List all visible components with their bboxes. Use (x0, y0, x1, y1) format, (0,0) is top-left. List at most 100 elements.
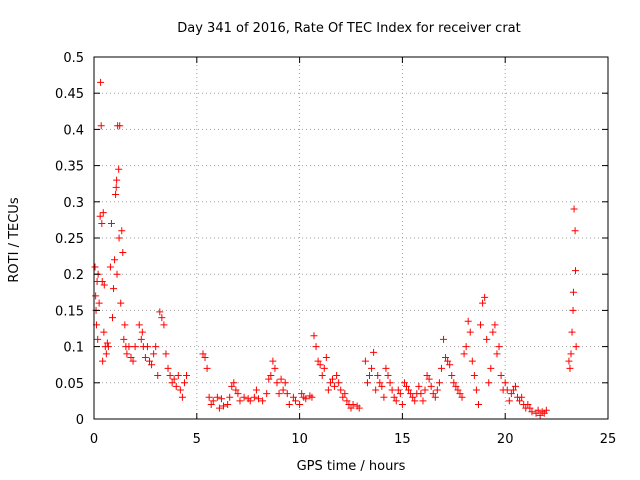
data-point (326, 379, 334, 387)
data-point (405, 386, 413, 394)
data-point (427, 382, 435, 390)
data-point (474, 401, 482, 409)
x-tick-label: 20 (497, 432, 514, 447)
y-tick-label: 0.1 (63, 341, 84, 356)
data-point (250, 393, 258, 401)
data-point (335, 379, 343, 387)
data-point (116, 122, 124, 130)
data-point (96, 212, 104, 220)
data-point (536, 411, 544, 419)
data-point (429, 390, 437, 398)
data-point (481, 293, 489, 301)
data-point (376, 379, 384, 387)
data-point (174, 372, 182, 380)
data-point (302, 395, 310, 403)
data-point (423, 372, 431, 380)
data-point (271, 364, 279, 372)
data-point (279, 386, 287, 394)
data-point (382, 364, 390, 372)
data-point (567, 350, 575, 358)
data-point (485, 379, 493, 387)
data-point (400, 379, 408, 387)
data-point (462, 343, 470, 351)
data-point (331, 382, 339, 390)
data-point (113, 176, 121, 184)
data-point (495, 343, 503, 351)
data-point (421, 386, 429, 394)
data-point (464, 317, 472, 325)
data-point (565, 357, 573, 365)
data-point (123, 350, 131, 358)
data-point (446, 361, 454, 369)
data-point (349, 401, 357, 409)
data-point (435, 379, 443, 387)
data-point (343, 397, 351, 405)
data-point (217, 395, 225, 403)
data-point (120, 335, 128, 343)
y-tick-label: 0 (76, 413, 84, 428)
data-point (117, 299, 125, 307)
data-point (164, 364, 172, 372)
data-point (102, 350, 110, 358)
data-point (228, 382, 236, 390)
x-tick-label: 25 (600, 432, 617, 447)
y-tick-labels: 0 0.05 0.1 0.15 0.2 0.25 0.3 0.35 0.4 0.45 0.5 (55, 51, 84, 428)
y-tick-label: 0.25 (55, 232, 84, 247)
data-point (113, 270, 121, 278)
data-point (363, 379, 371, 387)
data-point (127, 353, 135, 361)
data-point (246, 397, 254, 405)
data-point (281, 379, 289, 387)
data-point (183, 372, 191, 380)
data-point (100, 281, 108, 289)
data-point (442, 353, 450, 361)
data-point (328, 375, 336, 383)
data-point (99, 357, 107, 365)
data-point (296, 401, 304, 409)
chart-title: Day 341 of 2016, Rate Of TEC Index for r… (177, 21, 520, 36)
data-point (374, 372, 382, 380)
data-point (166, 372, 174, 380)
data-point (339, 393, 347, 401)
data-point (454, 386, 462, 394)
data-point (180, 379, 188, 387)
data-point (333, 372, 341, 380)
y-axis-title: ROTI / TECUs (7, 197, 22, 282)
y-tick-label: 0.45 (55, 87, 84, 102)
y-tick-label: 0.05 (55, 377, 84, 392)
data-point (95, 299, 103, 307)
data-point (240, 393, 248, 401)
x-tick-label: 10 (291, 432, 308, 447)
data-point (569, 288, 577, 296)
data-point (314, 357, 322, 365)
data-point (131, 343, 139, 351)
data-point (487, 364, 495, 372)
data-point (452, 382, 460, 390)
data-point (152, 343, 160, 351)
data-point (283, 390, 291, 398)
y-tick-label: 0.4 (63, 123, 84, 138)
data-point (254, 395, 262, 403)
data-point (92, 292, 100, 300)
data-point (291, 397, 299, 405)
data-point (94, 335, 102, 343)
data-points (91, 78, 580, 419)
data-point (97, 78, 105, 86)
data-point (489, 328, 497, 336)
data-point (483, 335, 491, 343)
data-point (135, 321, 143, 329)
data-point (437, 364, 445, 372)
data-point (112, 183, 120, 191)
data-point (501, 379, 509, 387)
data-point (269, 357, 277, 365)
data-point (458, 393, 466, 401)
data-point (99, 209, 107, 217)
data-point (201, 353, 209, 361)
data-point (285, 401, 293, 409)
data-point (308, 393, 316, 401)
data-point (493, 350, 501, 358)
data-point (137, 335, 145, 343)
data-point (341, 390, 349, 398)
data-point (528, 408, 536, 416)
data-point (112, 191, 120, 199)
